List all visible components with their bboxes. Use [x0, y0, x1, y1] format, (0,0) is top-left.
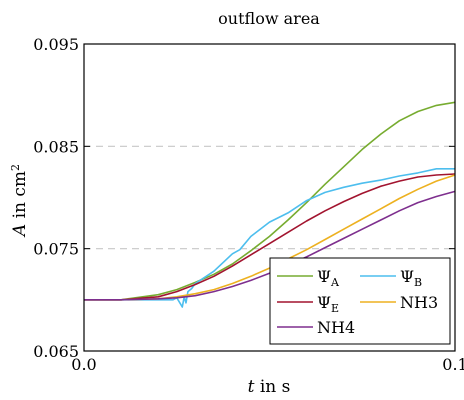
grid-lines: [84, 145, 455, 250]
y-axis-label-group: A in cm2: [9, 164, 30, 238]
series-line-ΨA: [84, 101, 456, 301]
y-tick-label-3: 0.095: [33, 35, 79, 54]
y-axis-label-unit: in cm: [10, 171, 30, 224]
legend-label-ΨB: ΨB: [400, 267, 422, 289]
y-axis-label-symbol: A: [10, 224, 30, 238]
axis-ticks: 0.065 0.075 0.085 0.095 0.0 0.1: [33, 35, 464, 374]
legend: ΨA ΨB ΨE NH3 NH4: [269, 257, 451, 345]
legend-box: [269, 257, 451, 345]
x-tick-label-1: 0.1: [442, 355, 464, 374]
series-line-ΨB: [84, 168, 455, 308]
legend-label-ΨA: ΨA: [317, 267, 340, 289]
y-axis-label-exponent: 2: [9, 164, 22, 171]
legend-label-NH4: NH4: [317, 318, 355, 337]
series-lines: [84, 101, 456, 308]
x-axis-label-symbol: t: [248, 377, 255, 397]
plot-frame: [83, 43, 456, 352]
y-tick-label-2: 0.085: [33, 137, 79, 156]
x-tick-label-0: 0.0: [71, 355, 96, 374]
x-axis-label-unit: in s: [254, 377, 290, 397]
x-axis-label: t in s: [248, 377, 291, 397]
y-tick-label-1: 0.075: [33, 240, 79, 259]
y-tick-label-0: 0.065: [33, 342, 79, 361]
legend-label-ΨE: ΨE: [317, 293, 339, 315]
legend-label-NH3: NH3: [400, 293, 438, 312]
series-line-ΨE: [84, 173, 456, 301]
chart-title: outflow area: [218, 9, 320, 28]
y-axis-label: A in cm2: [9, 164, 30, 238]
